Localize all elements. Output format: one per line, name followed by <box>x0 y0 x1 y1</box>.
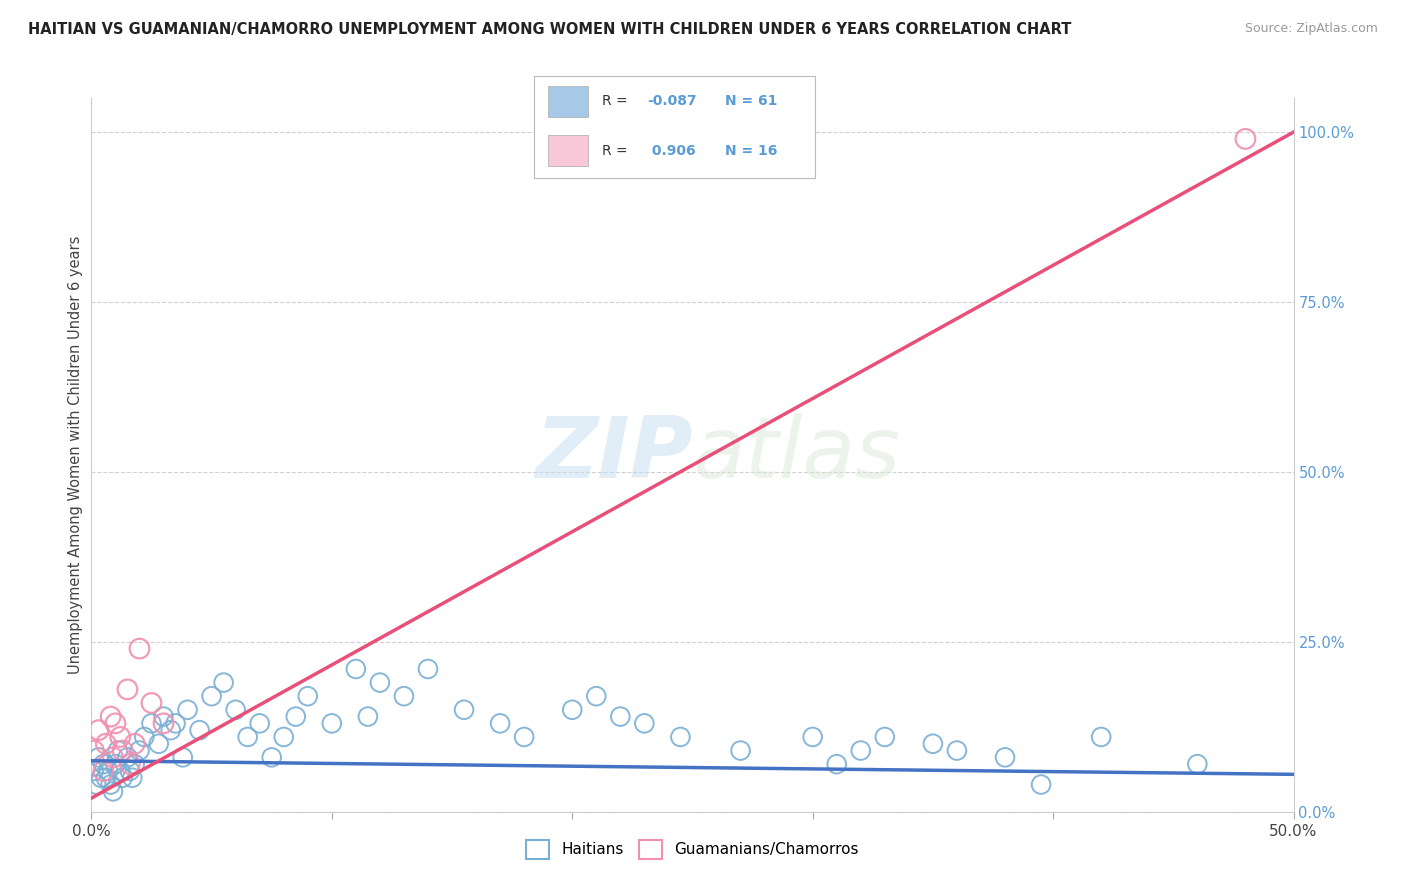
Point <box>118 764 141 778</box>
Point <box>159 723 181 738</box>
Point <box>453 703 475 717</box>
Point <box>357 709 380 723</box>
Point <box>118 757 141 772</box>
Point <box>273 730 295 744</box>
Point <box>609 709 631 723</box>
Point <box>110 764 132 778</box>
Point <box>801 730 824 744</box>
Text: -0.087: -0.087 <box>647 95 696 109</box>
Point <box>97 764 120 778</box>
Point <box>1187 757 1209 772</box>
Text: atlas: atlas <box>692 413 900 497</box>
Point <box>946 743 969 757</box>
Point <box>111 743 134 757</box>
Point <box>93 757 115 772</box>
Point <box>176 703 198 717</box>
Point <box>87 750 110 764</box>
Point <box>152 709 174 723</box>
Point <box>212 675 235 690</box>
Point <box>101 784 124 798</box>
FancyBboxPatch shape <box>548 136 588 166</box>
Point <box>104 716 127 731</box>
Text: N = 16: N = 16 <box>725 144 778 158</box>
Y-axis label: Unemployment Among Women with Children Under 6 years: Unemployment Among Women with Children U… <box>67 235 83 674</box>
Text: R =: R = <box>602 95 631 109</box>
Point <box>128 641 150 656</box>
Point <box>321 716 343 731</box>
Text: ZIP: ZIP <box>534 413 692 497</box>
Point <box>416 662 439 676</box>
Text: 0.906: 0.906 <box>647 144 696 158</box>
Text: R =: R = <box>602 144 631 158</box>
Point <box>849 743 872 757</box>
Point <box>994 750 1017 764</box>
Point <box>100 709 122 723</box>
Point <box>134 730 156 744</box>
Point <box>188 723 211 738</box>
Point <box>561 703 583 717</box>
Legend: Haitians, Guamanians/Chamorros: Haitians, Guamanians/Chamorros <box>520 834 865 864</box>
Point <box>669 730 692 744</box>
Point <box>344 662 367 676</box>
Point <box>201 689 224 703</box>
Point <box>825 757 848 772</box>
Point <box>104 757 127 772</box>
FancyBboxPatch shape <box>548 87 588 117</box>
Point <box>392 689 415 703</box>
Point <box>585 689 607 703</box>
Point <box>141 696 163 710</box>
Point <box>1234 132 1257 146</box>
Point <box>873 730 896 744</box>
Point <box>148 737 170 751</box>
Text: N = 61: N = 61 <box>725 95 778 109</box>
Point <box>284 709 307 723</box>
Point <box>124 757 146 772</box>
Point <box>83 764 105 778</box>
Point <box>87 723 110 738</box>
Point <box>225 703 247 717</box>
Point <box>84 778 107 792</box>
Point <box>90 771 112 785</box>
Point <box>100 778 122 792</box>
Point <box>236 730 259 744</box>
Point <box>260 750 283 764</box>
Point <box>94 737 117 751</box>
Point <box>93 764 115 778</box>
Point <box>124 737 146 751</box>
Point <box>922 737 945 751</box>
Point <box>111 771 134 785</box>
Point <box>1029 778 1052 792</box>
Point <box>107 743 129 757</box>
Point <box>1090 730 1112 744</box>
Point <box>128 743 150 757</box>
Point <box>489 716 512 731</box>
Point <box>172 750 194 764</box>
Point <box>730 743 752 757</box>
Point <box>121 771 143 785</box>
Point <box>141 716 163 731</box>
Point <box>633 716 655 731</box>
Point <box>110 730 132 744</box>
Point <box>368 675 391 690</box>
Point <box>83 743 105 757</box>
Text: Source: ZipAtlas.com: Source: ZipAtlas.com <box>1244 22 1378 36</box>
Point <box>165 716 187 731</box>
Point <box>249 716 271 731</box>
Point <box>297 689 319 703</box>
Point <box>94 771 117 785</box>
Text: HAITIAN VS GUAMANIAN/CHAMORRO UNEMPLOYMENT AMONG WOMEN WITH CHILDREN UNDER 6 YEA: HAITIAN VS GUAMANIAN/CHAMORRO UNEMPLOYME… <box>28 22 1071 37</box>
Point <box>117 682 139 697</box>
Point <box>101 750 124 764</box>
Point <box>117 750 139 764</box>
Point <box>152 716 174 731</box>
Point <box>513 730 536 744</box>
